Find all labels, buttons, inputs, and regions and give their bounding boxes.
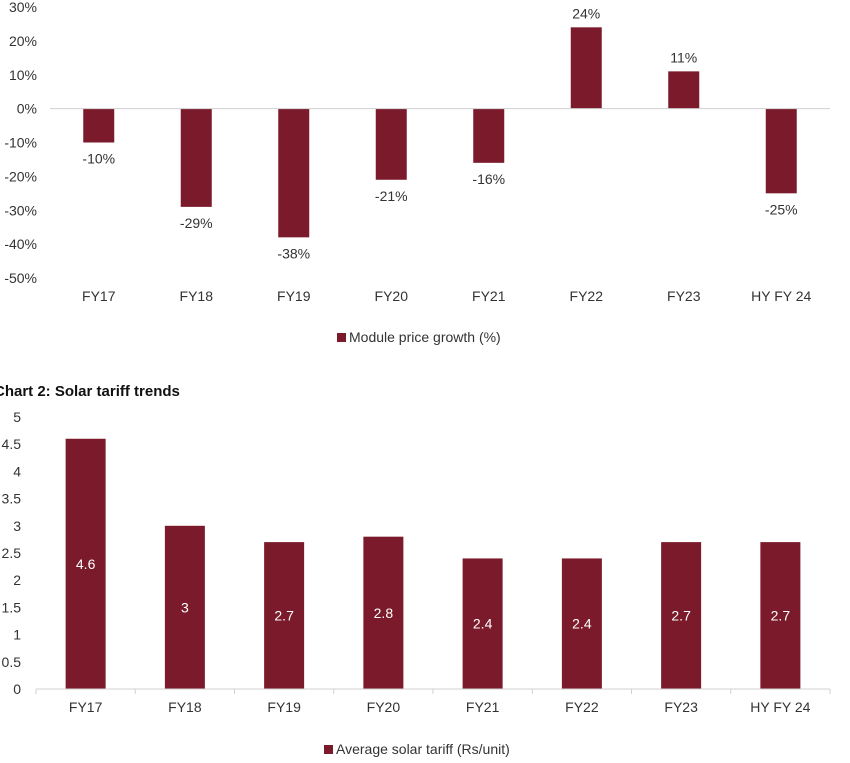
- bar: [668, 71, 700, 109]
- y-tick-label: 30%: [9, 0, 37, 15]
- x-category-label: FY22: [570, 288, 604, 304]
- y-tick-label: 2.5: [2, 545, 22, 561]
- chart2-title: Chart 2: Solar tariff trends: [0, 383, 180, 400]
- bar: [264, 542, 305, 689]
- y-tick-label: 3: [13, 518, 21, 534]
- x-category-label: FY23: [664, 699, 698, 715]
- bar: [164, 525, 205, 689]
- bar: [661, 542, 702, 689]
- bar-value-label: 2.8: [374, 605, 394, 621]
- bar: [180, 108, 212, 207]
- bar: [375, 108, 407, 180]
- chart1-legend: Module price growth (%): [337, 329, 501, 345]
- x-category-label: FY19: [277, 288, 311, 304]
- y-tick-label: -40%: [4, 236, 37, 252]
- bar-value-label: 3: [181, 599, 189, 615]
- bar-value-label: 2.7: [274, 608, 294, 624]
- x-category-label: FY18: [180, 288, 214, 304]
- x-category-label: FY18: [168, 699, 202, 715]
- x-category-label: FY23: [667, 288, 701, 304]
- y-tick-label: 10%: [9, 67, 37, 83]
- bar-value-label: 2.7: [671, 608, 691, 624]
- y-tick-label: 0.5: [2, 654, 22, 670]
- bar-value-label: 4.6: [76, 556, 96, 572]
- y-tick-label: 2: [13, 572, 21, 588]
- chart2-legend: Average solar tariff (Rs/unit): [324, 741, 510, 757]
- y-tick-label: 3.5: [2, 491, 22, 507]
- bar: [473, 108, 505, 163]
- bar-value-label: 24%: [572, 5, 600, 21]
- y-tick-label: 4.5: [2, 436, 22, 452]
- legend-swatch: [324, 744, 333, 754]
- x-category-label: FY21: [472, 288, 506, 304]
- chart1-legend-label: Module price growth (%): [349, 329, 501, 345]
- x-category-label: FY20: [375, 288, 409, 304]
- bar-value-label: -29%: [180, 215, 213, 231]
- y-tick-label: 1.5: [2, 599, 22, 615]
- solar-tariff-chart: 5 4.5 4 3.5 3 2.5 2 1.5 1 0.5 0 4.6 3 2.7 2.8 2.4 2.4 2.7…: [2, 409, 831, 715]
- bar: [462, 558, 503, 689]
- bar-value-label: -10%: [82, 151, 115, 167]
- chart2-legend-label: Average solar tariff (Rs/unit): [336, 741, 510, 757]
- y-tick-label: 1: [13, 627, 21, 643]
- y-tick-label: -20%: [4, 168, 37, 184]
- x-category-label: FY19: [267, 699, 301, 715]
- bar-value-label: 11%: [670, 49, 697, 65]
- bar-value-label: 2.4: [473, 616, 493, 632]
- module-price-growth-chart: 30% 20% 10% 0% -10% -20% -30% -40% -50% -10% -29% -…: [4, 0, 830, 304]
- bar-value-label: 2.7: [771, 608, 791, 624]
- bar-value-label: -38%: [277, 245, 310, 261]
- y-tick-label: 5: [13, 409, 21, 425]
- bar-value-label: -25%: [765, 201, 798, 217]
- bar: [363, 536, 404, 689]
- y-tick-label: 20%: [9, 33, 37, 49]
- bar: [561, 558, 602, 689]
- legend-swatch: [337, 332, 346, 342]
- y-tick-label: 0%: [17, 101, 37, 117]
- x-category-label: FY22: [565, 699, 599, 715]
- y-tick-label: 0: [13, 681, 21, 697]
- bar: [65, 438, 106, 689]
- bar: [278, 108, 310, 238]
- bar: [570, 27, 602, 109]
- x-category-label: FY17: [69, 699, 103, 715]
- bar: [760, 542, 801, 689]
- y-tick-label: -50%: [4, 270, 37, 286]
- x-category-label: FY17: [82, 288, 116, 304]
- bar-value-label: 2.4: [572, 616, 592, 632]
- x-category-label: HY FY 24: [751, 288, 811, 304]
- bar: [83, 108, 115, 143]
- y-tick-label: -10%: [4, 135, 37, 151]
- x-category-label: HY FY 24: [750, 699, 810, 715]
- y-tick-label: -30%: [4, 202, 37, 218]
- bar-value-label: -21%: [375, 188, 408, 204]
- y-tick-label: 4: [13, 463, 21, 479]
- bar: [765, 108, 797, 194]
- x-category-label: FY20: [367, 699, 401, 715]
- bar-value-label: -16%: [472, 171, 505, 187]
- x-category-label: FY21: [466, 699, 500, 715]
